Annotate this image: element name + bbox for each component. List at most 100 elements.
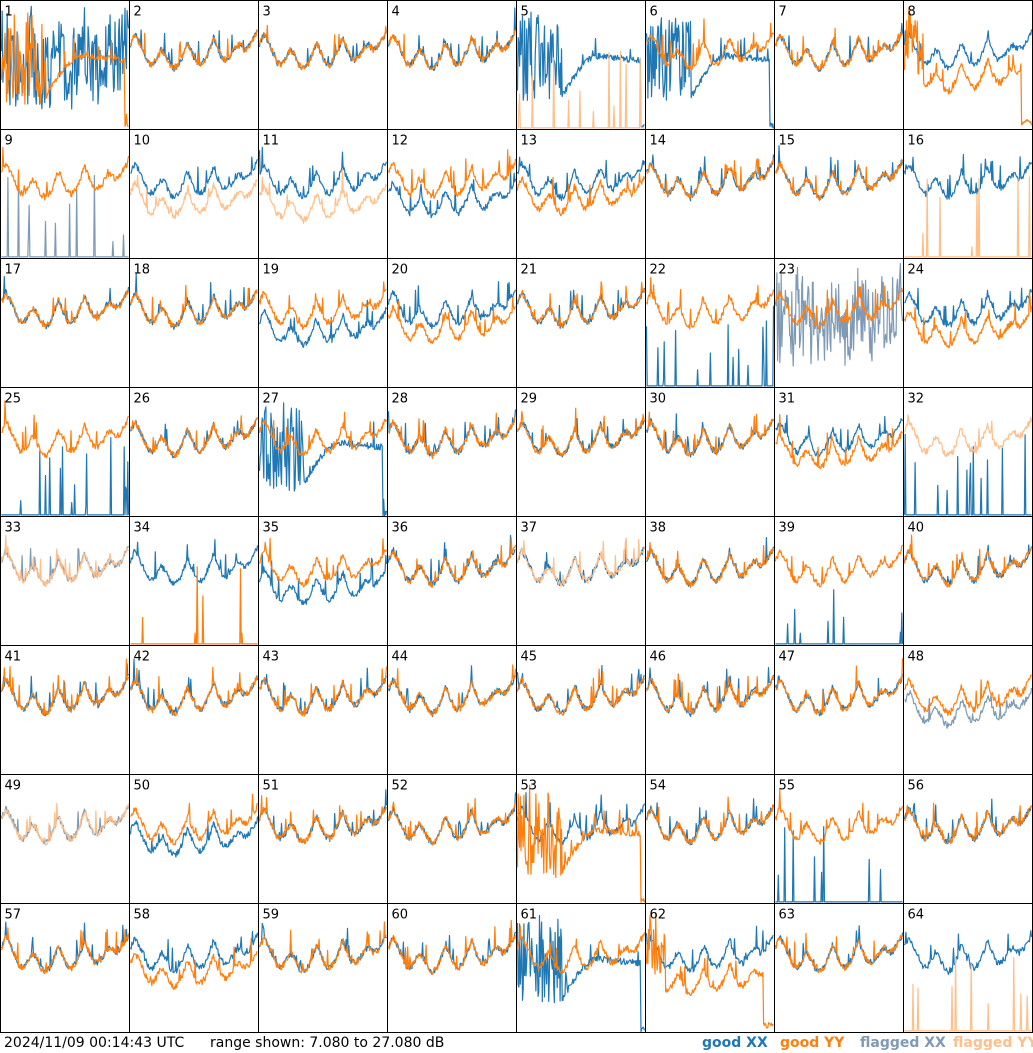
legend-flagged-xx: flagged XX — [860, 1035, 946, 1051]
panel-5: 5 — [516, 0, 646, 130]
panel-label: 24 — [908, 263, 925, 278]
panel-23: 23 — [774, 258, 904, 388]
series-yy-30 — [646, 411, 774, 457]
panel-43: 43 — [258, 645, 388, 775]
panel-37: 37 — [516, 516, 646, 646]
panel-frame — [516, 258, 646, 388]
panel-label: 11 — [263, 134, 280, 149]
series-xx-23 — [774, 263, 904, 367]
series-yy-21 — [516, 281, 646, 328]
panel-label: 13 — [521, 134, 538, 149]
panel-41: 41 — [0, 645, 130, 775]
series-xx-34 — [129, 539, 259, 586]
panel-frame — [258, 903, 388, 1033]
series-yy-63 — [774, 932, 904, 974]
panel-frame — [774, 387, 904, 517]
panel-label: 47 — [779, 650, 796, 665]
panel-42: 42 — [129, 645, 259, 775]
panel-13: 13 — [516, 129, 646, 259]
panel-label: 33 — [5, 521, 22, 536]
panel-frame — [129, 0, 259, 130]
panel-label: 32 — [908, 392, 925, 407]
series-yy-17 — [0, 290, 130, 329]
panel-label: 42 — [134, 650, 151, 665]
panel-frame — [516, 774, 646, 904]
panel-28: 28 — [387, 387, 517, 517]
panel-24: 24 — [903, 258, 1033, 388]
series-yy-9 — [0, 146, 130, 201]
series-yy-1 — [0, 12, 129, 128]
panel-9: 9 — [0, 129, 130, 259]
panel-label: 36 — [392, 521, 409, 536]
panel-51: 51 — [258, 774, 388, 904]
series-xx-55 — [775, 826, 903, 903]
series-yy-40 — [903, 534, 1033, 588]
series-yy-47 — [775, 658, 904, 715]
panel-12: 12 — [387, 129, 517, 259]
panel-label: 51 — [263, 779, 280, 794]
panel-48: 48 — [903, 645, 1033, 775]
panel-frame — [0, 258, 130, 388]
panel-frame — [129, 903, 259, 1033]
series-xx-22 — [645, 305, 775, 387]
panel-label: 50 — [134, 779, 151, 794]
panel-61: 61 — [516, 903, 646, 1033]
series-yy-29 — [516, 407, 646, 457]
panel-label: 46 — [650, 650, 667, 665]
series-yy-4 — [388, 29, 516, 70]
series-yy-35 — [258, 537, 388, 588]
panel-26: 26 — [129, 387, 259, 517]
panel-label: 59 — [263, 908, 280, 923]
panel-33: 33 — [0, 516, 130, 646]
panel-label: 14 — [650, 134, 667, 149]
series-yy-36 — [388, 537, 517, 588]
series-xx-58 — [129, 930, 259, 974]
panel-label: 56 — [908, 779, 925, 794]
panel-label: 2 — [134, 5, 142, 20]
panel-frame — [645, 903, 775, 1033]
panel-label: 39 — [779, 521, 796, 536]
panel-label: 16 — [908, 134, 925, 149]
panel-frame — [903, 774, 1033, 904]
panel-36: 36 — [387, 516, 517, 646]
panel-10: 10 — [129, 129, 259, 259]
panel-label: 35 — [263, 521, 280, 536]
panel-label: 48 — [908, 650, 925, 665]
series-yy-25 — [1, 400, 130, 459]
series-yy-11 — [258, 168, 388, 224]
series-yy-62 — [645, 912, 774, 1029]
series-xx-6 — [645, 17, 775, 129]
series-yy-10 — [129, 174, 258, 220]
series-yy-49 — [1, 802, 130, 846]
panel-57: 57 — [0, 903, 130, 1033]
panel-frame — [129, 258, 259, 388]
series-yy-50 — [130, 793, 259, 846]
panel-17: 17 — [0, 258, 130, 388]
panel-label: 18 — [134, 263, 151, 278]
series-yy-39 — [774, 544, 904, 588]
panel-label: 3 — [263, 5, 271, 20]
panel-frame — [387, 258, 517, 388]
panel-label: 29 — [521, 392, 538, 407]
panel-35: 35 — [258, 516, 388, 646]
series-xx-28 — [387, 409, 517, 457]
panel-frame — [258, 258, 388, 388]
series-yy-37 — [516, 537, 646, 587]
panel-64: 64 — [903, 903, 1033, 1033]
panel-frame — [387, 645, 517, 775]
series-yy-43 — [258, 666, 388, 717]
panel-47: 47 — [774, 645, 904, 775]
series-yy-31 — [775, 414, 903, 470]
panel-label: 31 — [779, 392, 796, 407]
panel-label: 4 — [392, 5, 400, 20]
series-xx-11 — [258, 146, 388, 200]
panel-label: 43 — [263, 650, 280, 665]
panel-frame — [774, 0, 904, 130]
series-xx-39 — [775, 589, 904, 645]
panel-label: 30 — [650, 392, 667, 407]
panel-50: 50 — [129, 774, 259, 904]
series-yy-38 — [645, 542, 775, 588]
panel-label: 20 — [392, 263, 409, 278]
series-yy-51 — [258, 795, 388, 845]
